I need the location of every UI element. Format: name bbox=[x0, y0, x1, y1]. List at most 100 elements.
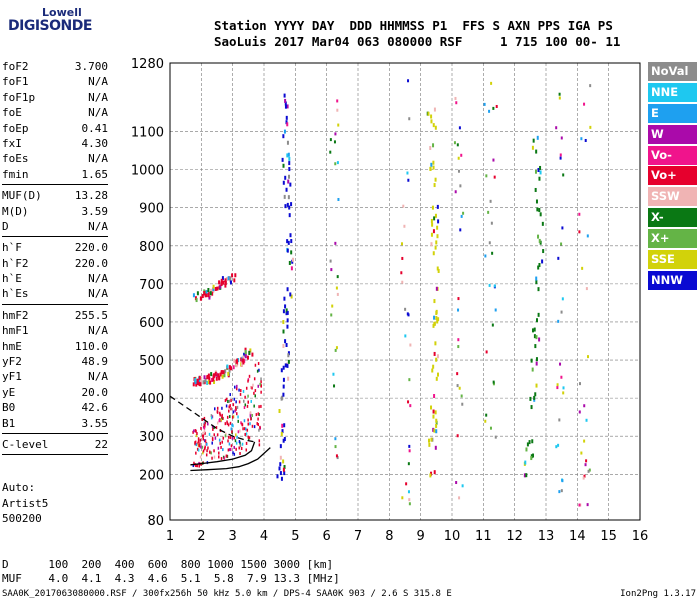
param-name: C-level bbox=[2, 437, 49, 451]
echo-point bbox=[562, 391, 565, 395]
echo-point bbox=[240, 446, 243, 450]
echo-point bbox=[432, 364, 435, 369]
echo-point bbox=[196, 378, 199, 383]
echo-point bbox=[254, 389, 257, 393]
param-name: h`Es bbox=[2, 287, 29, 301]
echo-point bbox=[437, 219, 440, 224]
echo-point bbox=[585, 459, 588, 463]
echo-point bbox=[285, 311, 288, 316]
param-group-confidence: C-level 22 bbox=[2, 437, 108, 452]
echo-point bbox=[408, 117, 411, 121]
y-tick-label: 1100 bbox=[131, 126, 164, 141]
echo-point bbox=[433, 470, 436, 475]
legend-item: X+ bbox=[648, 229, 697, 249]
echo-point bbox=[210, 416, 213, 420]
param-row: hmE 110.0 bbox=[2, 339, 108, 354]
echo-point bbox=[290, 294, 293, 299]
echo-point bbox=[233, 397, 236, 401]
echo-point bbox=[433, 299, 436, 304]
param-name: hmF1 bbox=[2, 324, 29, 338]
echo-point bbox=[281, 423, 284, 428]
echo-point bbox=[286, 140, 289, 145]
echo-point bbox=[430, 162, 433, 167]
echo-point bbox=[408, 444, 411, 448]
echo-point bbox=[329, 150, 332, 154]
echo-point bbox=[226, 364, 229, 369]
echo-point bbox=[222, 448, 224, 452]
echo-point bbox=[432, 165, 435, 170]
echo-point bbox=[204, 445, 206, 449]
echo-point bbox=[434, 125, 437, 130]
auto-label: Auto: bbox=[2, 481, 36, 494]
y-tick-label: 500 bbox=[139, 354, 164, 369]
param-row: h`F 220.0 bbox=[2, 240, 108, 255]
echo-point bbox=[454, 96, 457, 100]
param-row: fmin 1.65 bbox=[2, 167, 108, 182]
echo-point bbox=[206, 442, 208, 446]
x-tick-label: 14 bbox=[569, 529, 586, 544]
echo-point bbox=[243, 352, 246, 357]
param-value: 48.9 bbox=[81, 355, 109, 369]
echo-point bbox=[537, 234, 540, 239]
echo-point bbox=[583, 404, 586, 408]
echo-point bbox=[407, 490, 410, 494]
param-name: foEs bbox=[2, 152, 29, 166]
x-tick-label: 3 bbox=[229, 529, 237, 544]
echo-point bbox=[192, 293, 195, 298]
echo-point bbox=[227, 423, 230, 427]
echo-point bbox=[223, 456, 226, 460]
echo-point bbox=[228, 415, 231, 419]
echo-point bbox=[462, 211, 465, 215]
echo-point bbox=[535, 280, 538, 285]
echo-point bbox=[434, 213, 437, 218]
o-trace-line bbox=[190, 441, 256, 466]
param-value: 3.55 bbox=[81, 416, 109, 430]
echo-point bbox=[457, 338, 460, 342]
echo-point bbox=[432, 427, 435, 432]
echo-point bbox=[456, 372, 459, 376]
echo-point bbox=[287, 152, 290, 157]
y-tick-label: 300 bbox=[139, 430, 164, 445]
param-value: N/A bbox=[88, 75, 108, 89]
echo-point bbox=[223, 373, 226, 378]
echo-point bbox=[256, 422, 258, 426]
param-row: B1 3.55 bbox=[2, 416, 108, 431]
echo-point bbox=[199, 382, 202, 387]
echo-point bbox=[203, 426, 206, 430]
echo-point bbox=[245, 432, 248, 436]
echo-point bbox=[431, 368, 434, 373]
echo-point bbox=[485, 413, 488, 417]
echo-point bbox=[233, 445, 235, 449]
echo-point bbox=[290, 202, 293, 207]
param-row: h`F2 220.0 bbox=[2, 256, 108, 271]
echo-point bbox=[282, 392, 285, 397]
echo-point bbox=[235, 387, 238, 391]
echo-point bbox=[456, 384, 459, 388]
echo-point bbox=[336, 292, 339, 296]
legend-item: SSE bbox=[648, 250, 697, 270]
echo-point bbox=[454, 190, 457, 194]
echo-point bbox=[488, 283, 491, 287]
echo-point bbox=[430, 119, 433, 124]
echo-point bbox=[221, 276, 224, 281]
echo-point bbox=[221, 440, 223, 444]
echo-point bbox=[435, 240, 438, 245]
echo-point bbox=[287, 353, 290, 358]
param-name: B1 bbox=[2, 416, 16, 430]
echo-point bbox=[525, 473, 528, 478]
echo-point bbox=[258, 405, 260, 409]
echo-point bbox=[258, 428, 260, 432]
echo-point bbox=[238, 400, 241, 404]
echo-point bbox=[533, 395, 536, 400]
echo-point bbox=[494, 308, 497, 312]
echo-point bbox=[235, 406, 237, 410]
param-group-virtual-heights: h`F 220.0 h`F2 220.0 h`E N/A h`Es N/A bbox=[2, 240, 108, 302]
echo-point bbox=[199, 438, 202, 442]
echo-point bbox=[560, 489, 563, 493]
echo-point bbox=[557, 319, 560, 323]
param-value: 42.6 bbox=[81, 401, 109, 415]
param-value: N/A bbox=[88, 152, 108, 166]
echo-point bbox=[538, 238, 541, 243]
param-value: 22 bbox=[94, 437, 108, 451]
echo-point bbox=[555, 445, 558, 449]
